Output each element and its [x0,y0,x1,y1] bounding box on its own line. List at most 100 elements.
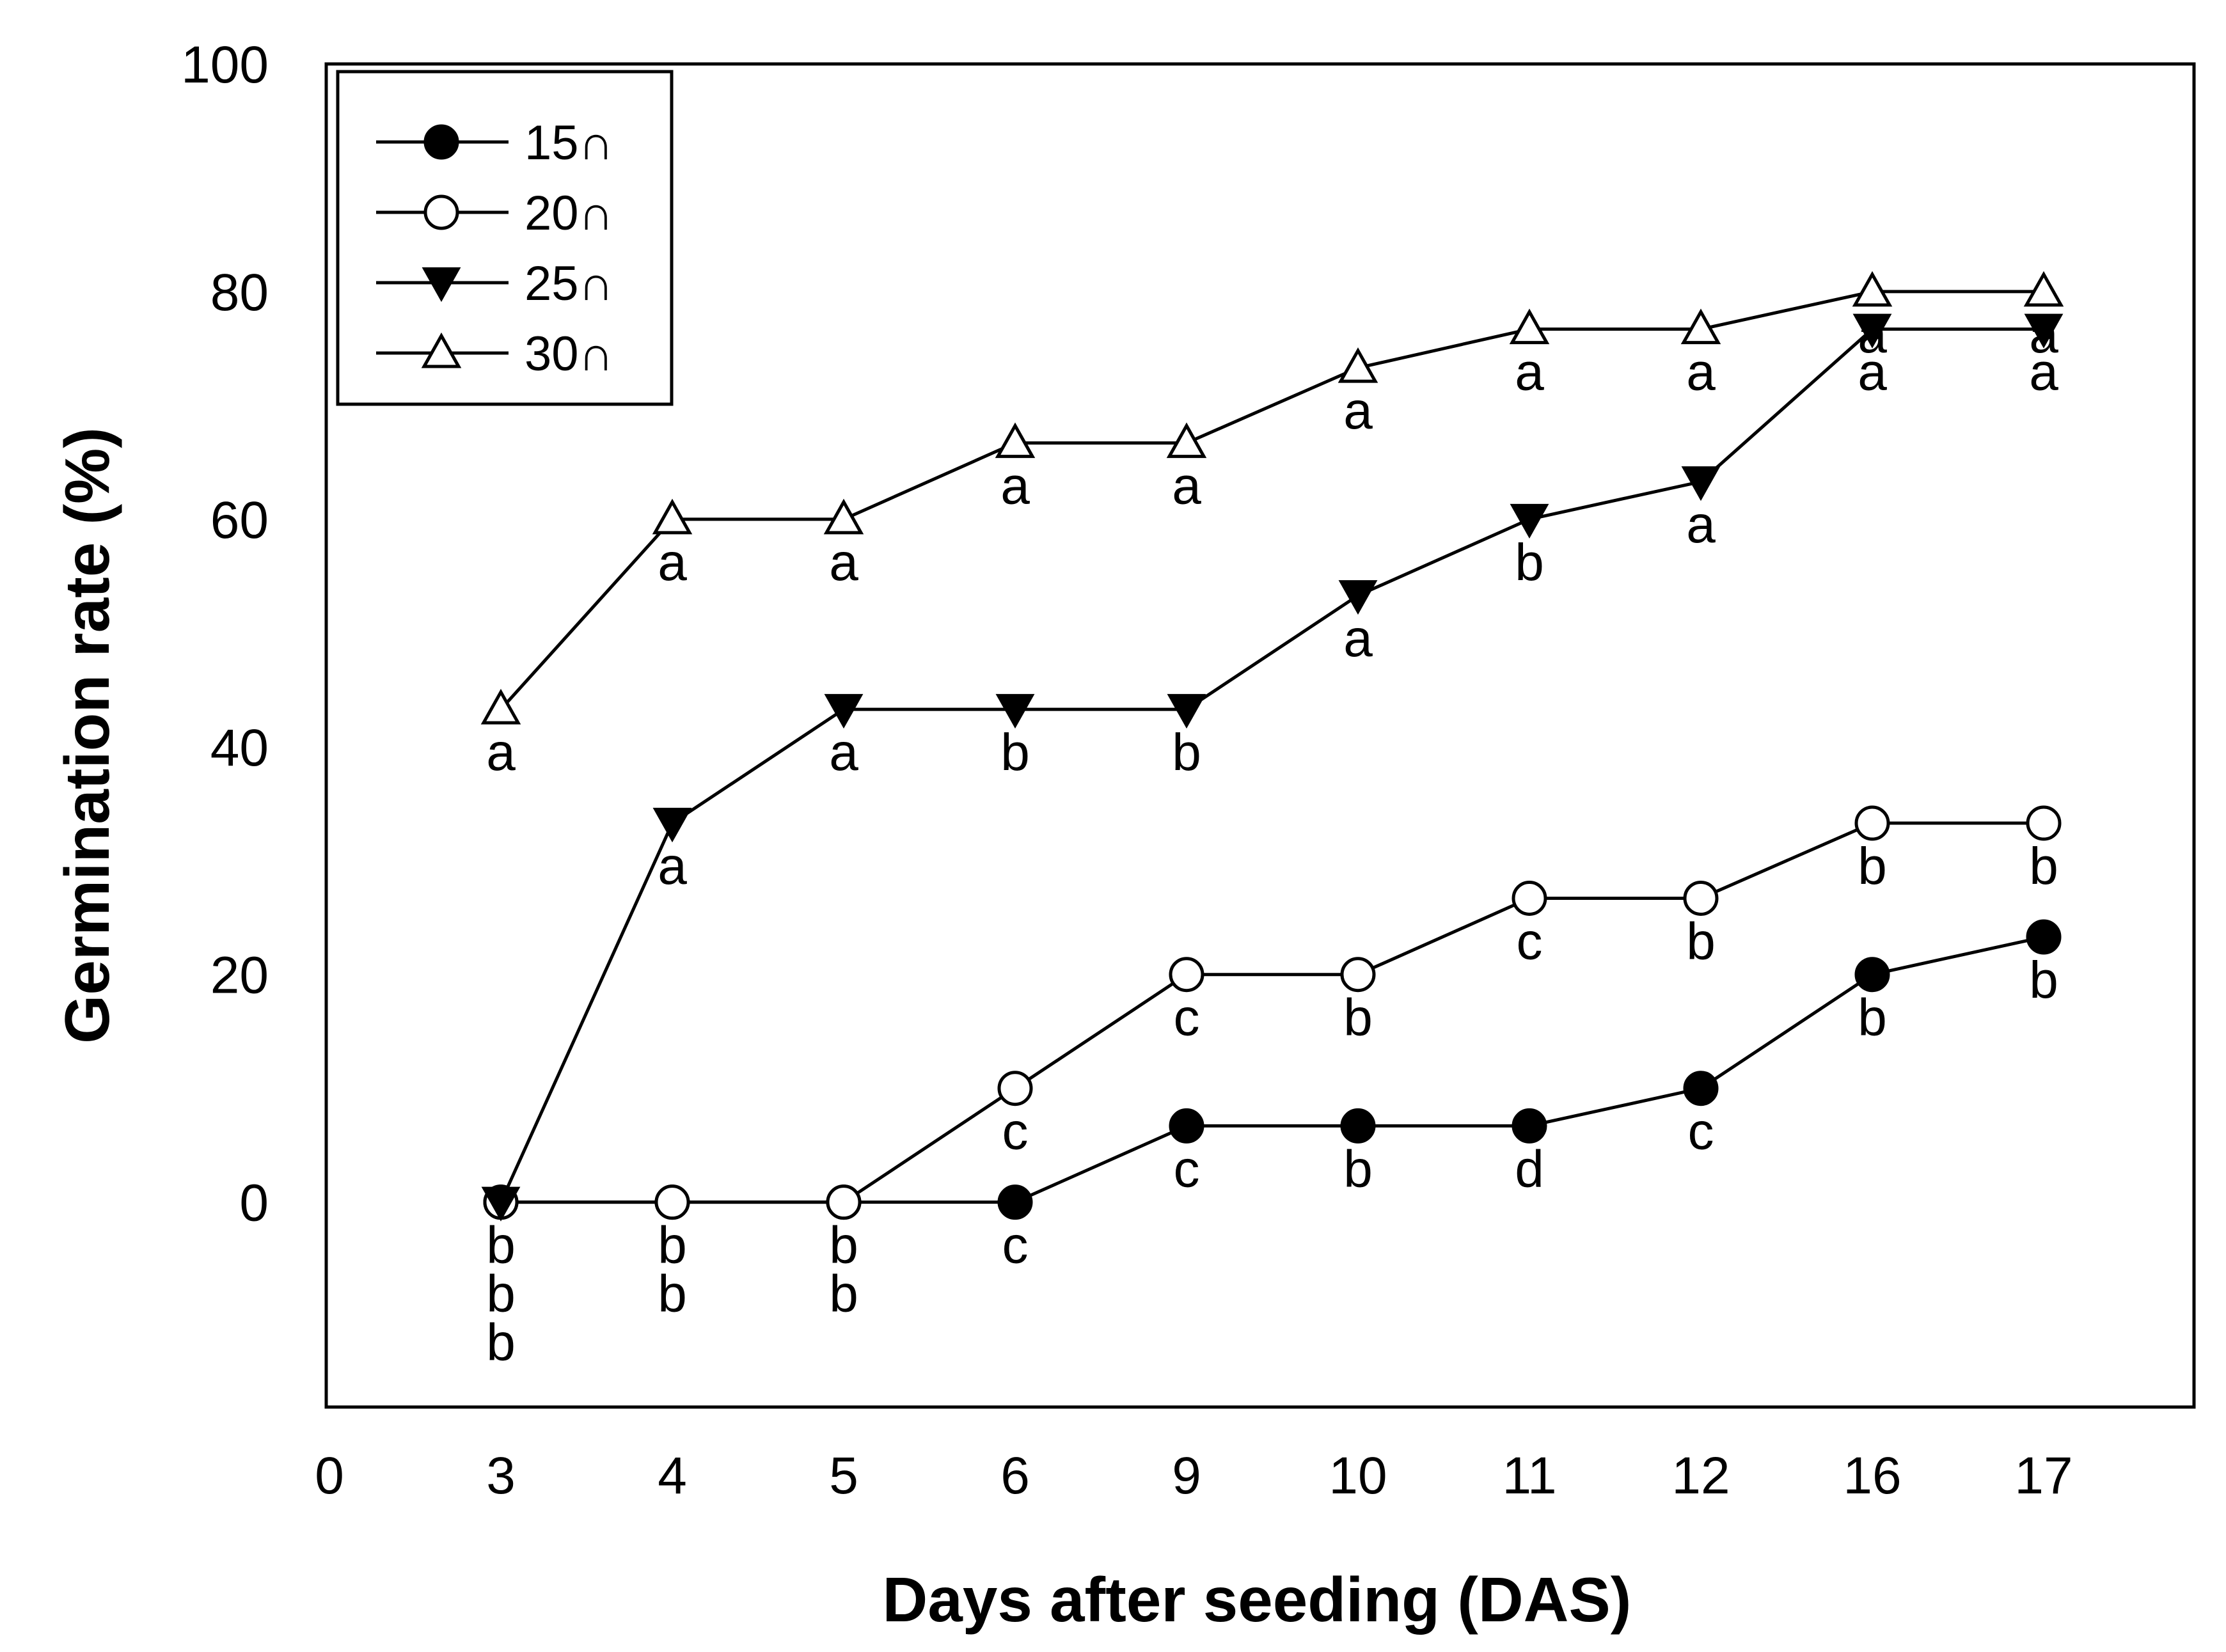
significance-letter: a [1858,343,1887,402]
data-point [1340,957,1376,993]
data-point [1683,1071,1719,1106]
legend-label: 15∩ [525,116,613,170]
significance-letter: a [2029,343,2058,402]
x-tick-label: 6 [1000,1447,1030,1505]
x-tick-label: 3 [486,1447,516,1505]
significance-letter: a [1858,306,1887,364]
significance-letter: b [658,1216,687,1275]
data-point [826,1184,862,1220]
significance-letter: b [1858,989,1887,1047]
data-point [1852,271,1893,307]
data-point [1683,880,1719,916]
data-point [652,808,692,843]
significance-letter: a [1172,457,1201,515]
legend-item: 30∩ [376,327,613,381]
x-tick-label: 16 [1843,1447,1901,1505]
data-point [480,688,521,725]
series-line [501,935,2044,1204]
x-tick-label: 10 [1329,1447,1387,1505]
legend-item: 20∩ [376,186,613,240]
legend-item: 25∩ [376,256,613,311]
significance-letter: c [1174,1140,1200,1198]
data-point [1509,308,1550,345]
data-point [823,498,864,535]
data-point [2023,271,2064,307]
legend-marker [423,124,459,160]
legend: 15∩ 20∩ 25∩ 30∩ [336,70,674,406]
x-axis-title: Days after seeding (DAS) [883,1564,1632,1635]
y-tick-label: 40 [210,719,269,777]
legend-label: 20∩ [525,186,613,240]
significance-letter: b [1000,723,1030,782]
x-tick-label: 17 [2014,1447,2072,1505]
data-point [2026,919,2062,955]
significance-letter: a [1343,610,1373,668]
legend-item: 15∩ [376,116,613,170]
data-point [652,498,693,535]
significance-letter: b [1172,723,1201,782]
significance-letter: b [829,1265,858,1323]
data-point [1510,503,1549,539]
legend-marker [423,194,459,230]
data-point [1680,308,1721,345]
y-tick-label: 100 [181,36,269,94]
data-point [1338,580,1378,615]
significance-letter: a [486,723,516,782]
data-point [824,694,864,729]
significance-letter: c [1002,1216,1029,1275]
x-tick-label: 5 [829,1447,858,1505]
data-point [2024,313,2064,349]
y-axis-title: Germination rate (%) [52,427,122,1044]
y-tick-label: 0 [239,1174,269,1232]
significance-letter: a [1686,496,1716,554]
significance-letter: a [658,837,687,895]
significance-letter: b [658,1265,687,1323]
x-tick-label: 12 [1671,1447,1730,1505]
y-tick-label: 80 [210,264,269,322]
y-axis: 0 20 40 60 80 100 [181,36,269,1232]
significance-letter: a [829,723,858,782]
y-tick-label: 60 [210,491,269,549]
legend-marker [422,267,461,303]
significance-letter: a [658,533,687,592]
plot-frame [324,62,2196,1409]
data-point [995,422,1036,459]
significance-letter: b [1515,533,1544,592]
legend-label: 25∩ [525,256,613,311]
series-0 [483,919,2062,1220]
data-point [481,1186,521,1222]
significance-letter: b [2029,837,2058,895]
legend-label: 30∩ [525,327,613,381]
data-point [1169,1108,1204,1144]
series-line [499,327,2044,1203]
data-point [1512,1108,1547,1144]
significance-letter: b [829,1216,858,1275]
significance-letter: b [486,1314,516,1372]
data-point [654,1184,690,1220]
data-point [1854,957,1890,993]
x-axis: 0 3 4 5 6 9 10 11 12 16 17 [315,1447,2072,1505]
x-tick-label: 0 [315,1447,344,1505]
data-point [995,694,1035,729]
series-3 [480,271,2064,725]
data-point [1169,957,1204,993]
significance-letter: b [1858,837,1887,895]
significance-letter: b [2029,951,2058,1009]
legend-box [336,70,674,406]
series-line [501,821,2044,1204]
significance-letter: c [1688,1103,1714,1161]
y-tick-label: 20 [210,947,269,1005]
series-2 [481,313,2064,1222]
significance-letter: c [1174,989,1200,1047]
significance-letter: b [1343,989,1373,1047]
significance-letter: a [1515,343,1544,402]
significance-letter: c [1002,1103,1029,1161]
legend-marker [421,332,462,368]
x-tick-label: 4 [658,1447,687,1505]
data-point [1681,466,1721,501]
series-layer [480,271,2064,1222]
significance-letter: a [829,533,858,592]
significance-letter: b [1686,912,1716,970]
